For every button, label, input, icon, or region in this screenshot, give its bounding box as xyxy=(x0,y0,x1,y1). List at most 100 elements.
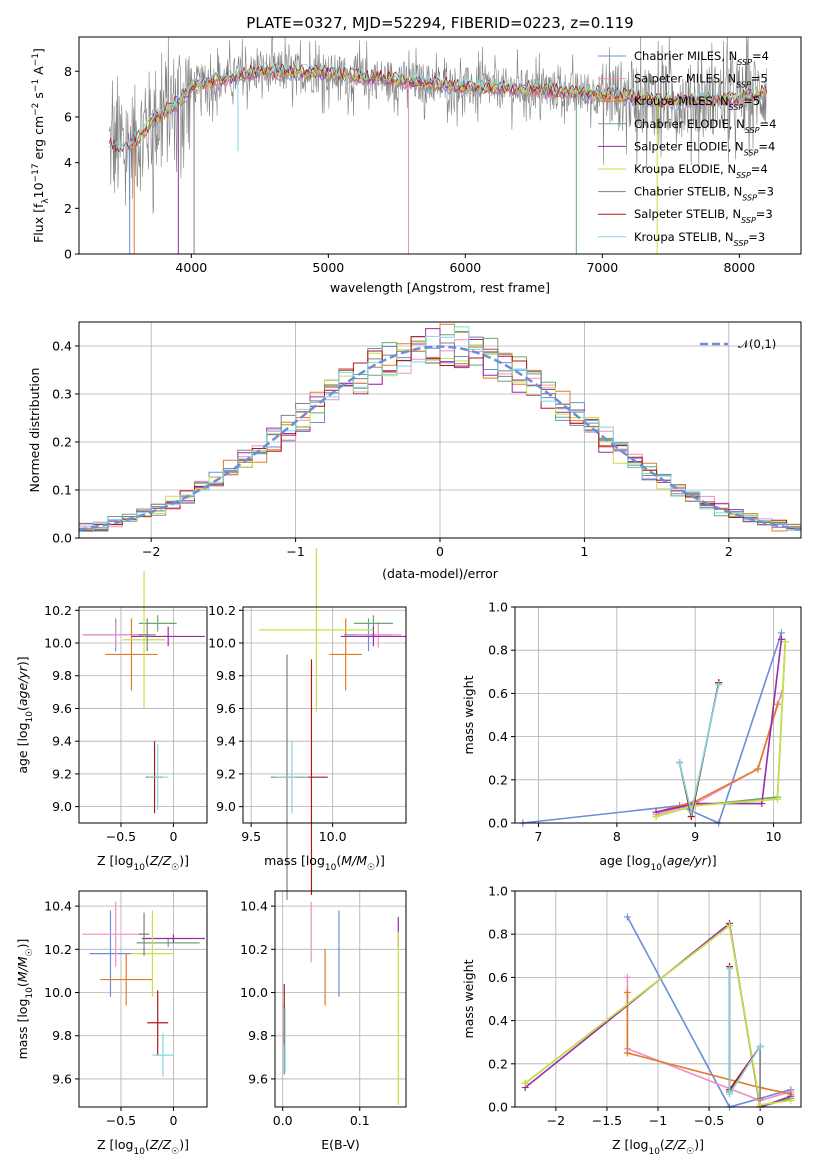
mass-weight-line xyxy=(655,639,783,813)
mw-age-x-label: age [log10(age/yr)] xyxy=(599,853,716,873)
label-part: erg cm xyxy=(31,116,46,164)
label-part: ( xyxy=(145,1137,150,1152)
label-part: mass [log xyxy=(15,999,30,1060)
mass-weight-vs-Z-y-label: mass weight xyxy=(461,959,476,1038)
x-tick-label: 10 xyxy=(766,829,782,844)
legend-sub: SSP xyxy=(745,125,760,134)
legend-count: =4 xyxy=(751,162,768,176)
legend-count: =4 xyxy=(752,49,769,63)
label-part: mass [log xyxy=(264,853,325,868)
spectrum-y-label: Flux [fλ10−17 erg cm−2 s−1 A−1] xyxy=(31,48,51,243)
legend-entry-label: Chabrier MILES, NSSP=4 xyxy=(634,49,769,67)
y-tick-label: 10.0 xyxy=(208,636,236,651)
label-part: ( xyxy=(336,853,341,868)
y-tick-label: 10.2 xyxy=(240,942,268,957)
label-part: 10 xyxy=(133,863,145,873)
legend-entry-label: Salpeter MILES, NSSP=5 xyxy=(634,72,768,90)
histogram-step xyxy=(79,336,801,532)
histogram-y-label: Normed distribution xyxy=(27,368,42,493)
mass-weight-marker xyxy=(777,635,785,643)
label-part: ( xyxy=(662,853,667,868)
legend-count: =4 xyxy=(758,139,775,153)
spectrum-x-label: wavelength [Angstrom, rest frame] xyxy=(330,280,550,295)
y-tick-label: 9.8 xyxy=(52,668,72,683)
mass-weight-marker xyxy=(726,922,733,930)
label-part: Flux [f xyxy=(31,203,46,243)
x-tick-label: 6000 xyxy=(449,260,481,275)
legend-sub: SSP xyxy=(736,80,751,89)
x-tick-label: −0.5 xyxy=(694,1113,724,1128)
x-tick-label: 0 xyxy=(169,829,177,844)
label-part: )] xyxy=(179,853,189,868)
y-tick-label: 10.0 xyxy=(44,985,72,1000)
y-tick-label: 9.0 xyxy=(52,799,72,814)
x-tick-label: 1 xyxy=(580,544,588,559)
y-tick-label: 9.2 xyxy=(52,766,72,781)
mass-weight-marker xyxy=(521,1079,529,1087)
legend-count: =3 xyxy=(757,185,774,199)
label-part: −1 xyxy=(31,79,41,92)
mass-weight-marker xyxy=(623,913,631,921)
mass-weight-marker xyxy=(773,700,781,708)
label-part: ] xyxy=(31,48,46,53)
figure-title: PLATE=0327, MJD=52294, FIBERID=0223, z=0… xyxy=(246,14,633,32)
spectrum-legend: Chabrier MILES, NSSP=4 Salpeter MILES, NS… xyxy=(598,49,776,247)
legend-sub: SSP xyxy=(741,216,756,225)
legend-name: Kroupa ELODIE, N xyxy=(634,162,736,176)
x-tick-label: 9 xyxy=(691,829,699,844)
histogram-step xyxy=(79,336,801,531)
y-tick-label: 9.6 xyxy=(52,1071,72,1086)
mass-weight-line xyxy=(522,632,783,825)
mass-weight-marker xyxy=(726,965,733,973)
label-part: ☉ xyxy=(686,1147,694,1157)
label-part: 10 xyxy=(651,863,663,873)
x-tick-label: −1 xyxy=(286,544,304,559)
legend-sub: SSP xyxy=(736,171,751,180)
label-part: )] xyxy=(707,853,717,868)
label-part: s xyxy=(31,92,46,103)
x-tick-label: 0 xyxy=(436,544,444,559)
y-tick-label: 0.1 xyxy=(52,483,72,498)
mass-weight-vs-Z-frame xyxy=(514,890,802,1108)
x-tick-label: 8 xyxy=(613,829,621,844)
mass-weight-marker xyxy=(687,808,695,816)
age-z-x-label: Z [log10(Z/Z☉)] xyxy=(97,853,189,873)
mass-weight-marker xyxy=(623,973,631,981)
label-part: ( xyxy=(15,706,30,711)
reference-legend-label: 𝒩(0,1) xyxy=(738,337,776,351)
age-vs-mass-frame xyxy=(242,606,407,824)
x-tick-label: 8000 xyxy=(723,260,755,275)
y-tick-label: 6 xyxy=(64,109,72,124)
label-part: Z [log xyxy=(97,1137,133,1152)
histogram-x-label: (data-model)/error xyxy=(382,566,499,581)
mass-ebv-x-label: E(B-V) xyxy=(321,1137,360,1152)
label-part: −1 xyxy=(31,53,41,66)
y-tick-label: 0.0 xyxy=(52,531,72,546)
label-part: age [log xyxy=(599,853,650,868)
y-tick-label: 9.8 xyxy=(248,1028,268,1043)
mass-z-x-label: Z [log10(Z/Z☉)] xyxy=(97,1137,189,1157)
mass-weight-marker xyxy=(754,765,762,773)
age-vs-mass-axes: 9.5 10.0 9.0 9.2 9.4 9.6 9.8 10.0 10.2 xyxy=(208,548,406,900)
legend-name: Kroupa MILES, N xyxy=(634,94,729,108)
label-part: M/M xyxy=(15,956,30,982)
age-vs-Z-axes: −0.5 0 9.0 9.2 9.4 9.6 9.8 10.0 10.2 xyxy=(44,571,207,844)
age-z-y-label: age [log10(age/yr)] xyxy=(15,656,35,773)
mass-weight-marker xyxy=(623,989,631,997)
y-tick-label: 0.8 xyxy=(488,643,508,658)
y-tick-label: 0.0 xyxy=(488,1100,508,1115)
legend-count: =4 xyxy=(760,117,777,131)
label-part: 10 xyxy=(648,1147,660,1157)
x-tick-label: −2 xyxy=(547,1113,565,1128)
x-tick-label: −0.5 xyxy=(106,1113,136,1128)
legend-entry-label: Kroupa MILES, NSSP=5 xyxy=(634,94,760,112)
legend-entry-label: Salpeter ELODIE, NSSP=4 xyxy=(634,139,775,157)
legend-entry-label: Kroupa ELODIE, NSSP=4 xyxy=(634,162,768,180)
mass-weight-vs-Z-axes: −2 −1.5 −1 −0.5 0 0.0 0.2 0.4 0.6 0.8 1.0 xyxy=(488,884,801,1128)
mass-weight-marker xyxy=(623,1049,631,1057)
residual-histogram-axes: −2 −1 0 1 2 0.0 0.1 0.2 0.3 0.4 xyxy=(52,322,802,559)
y-tick-label: 0.4 xyxy=(52,339,72,354)
mass-weight-marker xyxy=(777,689,785,697)
legend-name: Kroupa STELIB, N xyxy=(634,230,734,244)
